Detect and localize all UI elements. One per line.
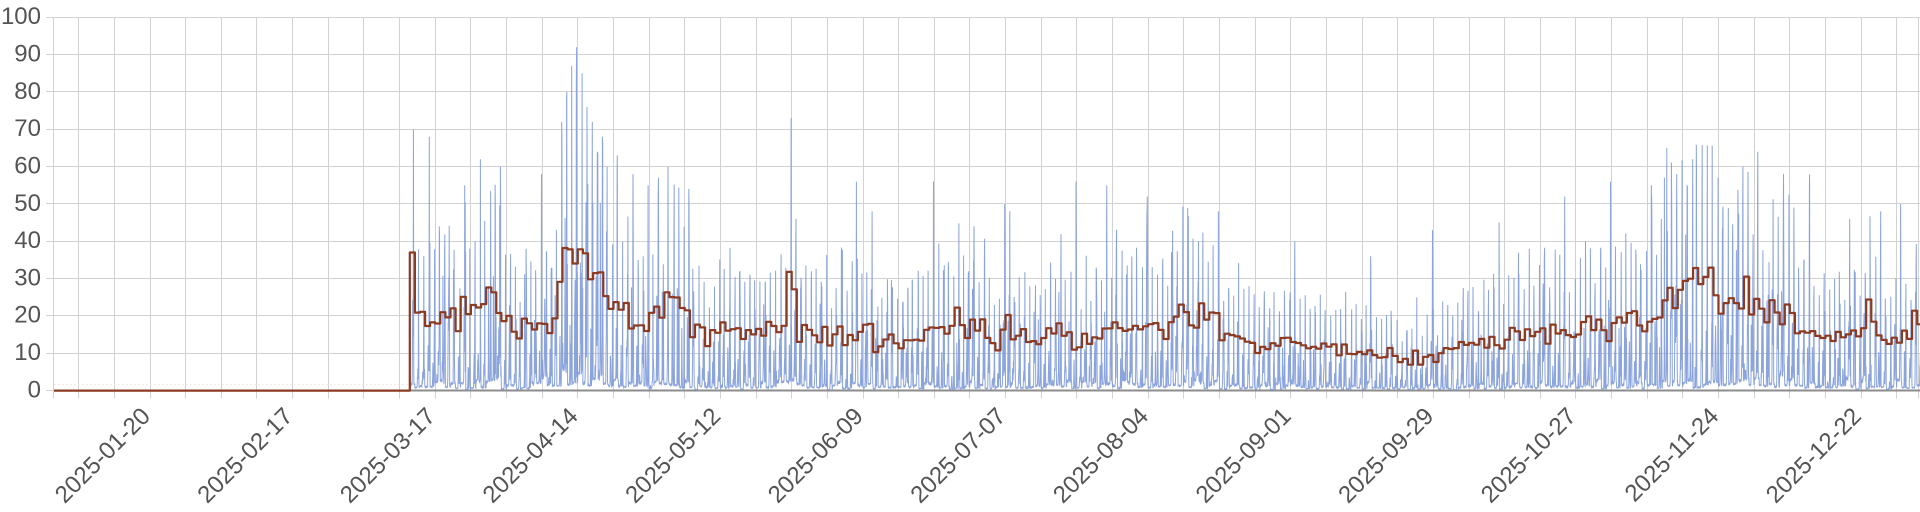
- svg-text:30: 30: [14, 264, 41, 291]
- svg-text:40: 40: [14, 227, 41, 254]
- svg-text:10: 10: [14, 339, 41, 366]
- svg-text:60: 60: [14, 152, 41, 179]
- svg-text:0: 0: [28, 376, 41, 403]
- svg-text:70: 70: [14, 115, 41, 142]
- svg-text:90: 90: [14, 41, 41, 68]
- svg-text:100: 100: [1, 3, 41, 30]
- svg-text:50: 50: [14, 190, 41, 217]
- svg-text:80: 80: [14, 78, 41, 105]
- svg-text:20: 20: [14, 302, 41, 329]
